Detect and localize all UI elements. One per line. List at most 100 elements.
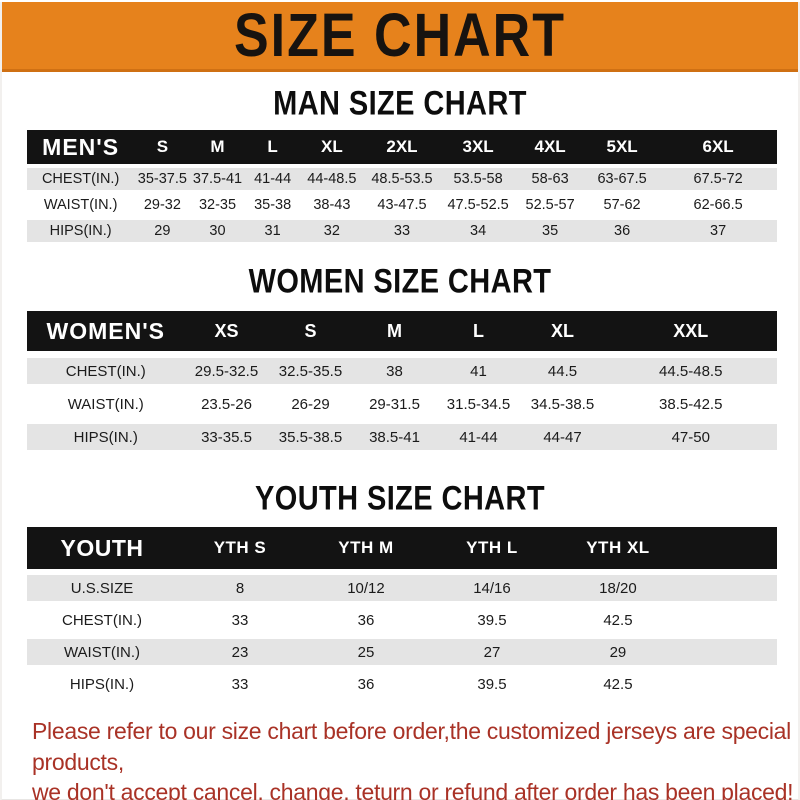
size-value-cell: 44-48.5 [300,168,363,190]
table-row: HIPS(IN.) 33-35.5 35.5-38.5 38.5-41 41-44 44-… [27,424,777,450]
size-value-cell: 52.5-57 [515,194,585,216]
row-label: HIPS(IN.) [27,220,135,242]
row-label: WAIST(IN.) [27,391,185,417]
size-value-cell: 32.5-35.5 [268,358,353,384]
size-value-cell: 33 [363,220,441,242]
row-label: CHEST(IN.) [27,358,185,384]
size-value-cell: 48.5-53.5 [363,168,441,190]
size-value-cell: 29 [554,639,681,665]
size-value-cell: 32 [300,220,363,242]
size-value-cell: 58-63 [515,168,585,190]
table-row: HIPS(IN.) 29 30 31 32 33 34 35 36 37 [27,220,777,242]
womens-size-table: WOMEN'S XS S M L XL XXL CHEST(IN.) 29.5-32.5 32.5… [27,304,777,457]
footer-note: Please refer to our size chart before or… [2,716,798,800]
row-label: U.S.SIZE [27,575,177,601]
size-value-cell: 38.5-41 [352,424,437,450]
youth-size-table: YOUTH YTH S YTH M YTH L YTH XL U.S.SIZE 8 10/12… [27,521,777,703]
footer-note-line2: we don't accept cancel, change, teturn o… [32,779,794,800]
row-label: HIPS(IN.) [27,671,177,697]
size-column-header: M [352,311,437,351]
size-value-cell: 38 [352,358,437,384]
size-column-header: YTH M [302,527,429,569]
table-header-label: MEN'S [27,130,135,164]
size-value-cell: 47.5-52.5 [440,194,516,216]
size-value-cell: 38.5-42.5 [604,391,777,417]
size-value-cell: 57-62 [584,194,660,216]
size-column-header: 3XL [440,130,516,164]
table-row: WAIST(IN.) 29-32 32-35 35-38 38-43 43-47.5 47.… [27,194,777,216]
row-label: HIPS(IN.) [27,424,185,450]
size-value-cell: 47-50 [604,424,777,450]
row-label: WAIST(IN.) [27,639,177,665]
size-value-cell: 37 [659,220,777,242]
table-row: WAIST(IN.) 23.5-26 26-29 29-31.5 31.5-34.5 34… [27,391,777,417]
table-row: CHEST(IN.) 33 36 39.5 42.5 [27,607,777,633]
size-value-cell: 26-29 [268,391,353,417]
size-value-cell: 25 [302,639,429,665]
size-value-cell: 35-37.5 [134,168,191,190]
table-row: WAIST(IN.) 23 25 27 29 [27,639,777,665]
size-value-cell: 29-31.5 [352,391,437,417]
size-column-header: 6XL [659,130,777,164]
size-value-cell: 23.5-26 [184,391,269,417]
size-value-cell: 43-47.5 [363,194,441,216]
table-header-row: YOUTH YTH S YTH M YTH L YTH XL [27,527,777,569]
size-value-cell: 31 [244,220,301,242]
row-label: CHEST(IN.) [27,168,135,190]
size-value-cell: 67.5-72 [659,168,777,190]
size-value-cell: 36 [302,671,429,697]
size-value-cell: 62-66.5 [659,194,777,216]
size-value-cell: 8 [177,575,303,601]
size-value-cell: 35-38 [244,194,301,216]
table-row: HIPS(IN.) 33 36 39.5 42.5 [27,671,777,697]
size-column-header: 2XL [363,130,441,164]
size-column-header: S [134,130,191,164]
size-value-cell: 41-44 [436,424,521,450]
size-column-header: L [244,130,301,164]
banner-title: SIZE CHART [234,1,566,70]
size-value-cell: 10/12 [302,575,429,601]
size-value-cell: 23 [177,639,303,665]
size-column-header: XS [184,311,269,351]
footer-note-line1: Please refer to our size chart before or… [32,718,791,775]
table-header-row: MEN'S S M L XL 2XL 3XL 4XL 5XL 6XL [27,130,777,164]
size-column-header: YTH S [177,527,303,569]
size-column-header: YTH XL [554,527,681,569]
size-column-header: 5XL [584,130,660,164]
size-column-header: 4XL [515,130,585,164]
size-value-cell: 14/16 [428,575,555,601]
size-value-cell: 35.5-38.5 [268,424,353,450]
size-value-cell: 33 [177,607,303,633]
row-spacer-cell [680,575,777,601]
size-value-cell: 39.5 [428,607,555,633]
size-chart-banner: SIZE CHART [2,1,798,72]
table-row: U.S.SIZE 8 10/12 14/16 18/20 [27,575,777,601]
size-value-cell: 44.5-48.5 [604,358,777,384]
size-value-cell: 27 [428,639,555,665]
size-value-cell: 34.5-38.5 [520,391,605,417]
size-value-cell: 29.5-32.5 [184,358,269,384]
row-spacer-cell [680,607,777,633]
size-column-header: S [268,311,353,351]
size-column-header: XL [300,130,363,164]
size-value-cell: 30 [190,220,245,242]
size-value-cell: 38-43 [300,194,363,216]
size-value-cell: 18/20 [554,575,681,601]
size-value-cell: 39.5 [428,671,555,697]
row-spacer-cell [680,671,777,697]
size-column-header: XXL [604,311,777,351]
header-spacer-cell [680,527,777,569]
size-value-cell: 29 [134,220,191,242]
size-value-cell: 32-35 [190,194,245,216]
size-value-cell: 35 [515,220,585,242]
table-header-row: WOMEN'S XS S M L XL XXL [27,311,777,351]
size-column-header: L [436,311,521,351]
size-value-cell: 63-67.5 [584,168,660,190]
size-value-cell: 44.5 [520,358,605,384]
size-column-header: XL [520,311,605,351]
table-header-label: WOMEN'S [27,311,185,351]
size-value-cell: 42.5 [554,671,681,697]
row-label: WAIST(IN.) [27,194,135,216]
size-value-cell: 41 [436,358,521,384]
